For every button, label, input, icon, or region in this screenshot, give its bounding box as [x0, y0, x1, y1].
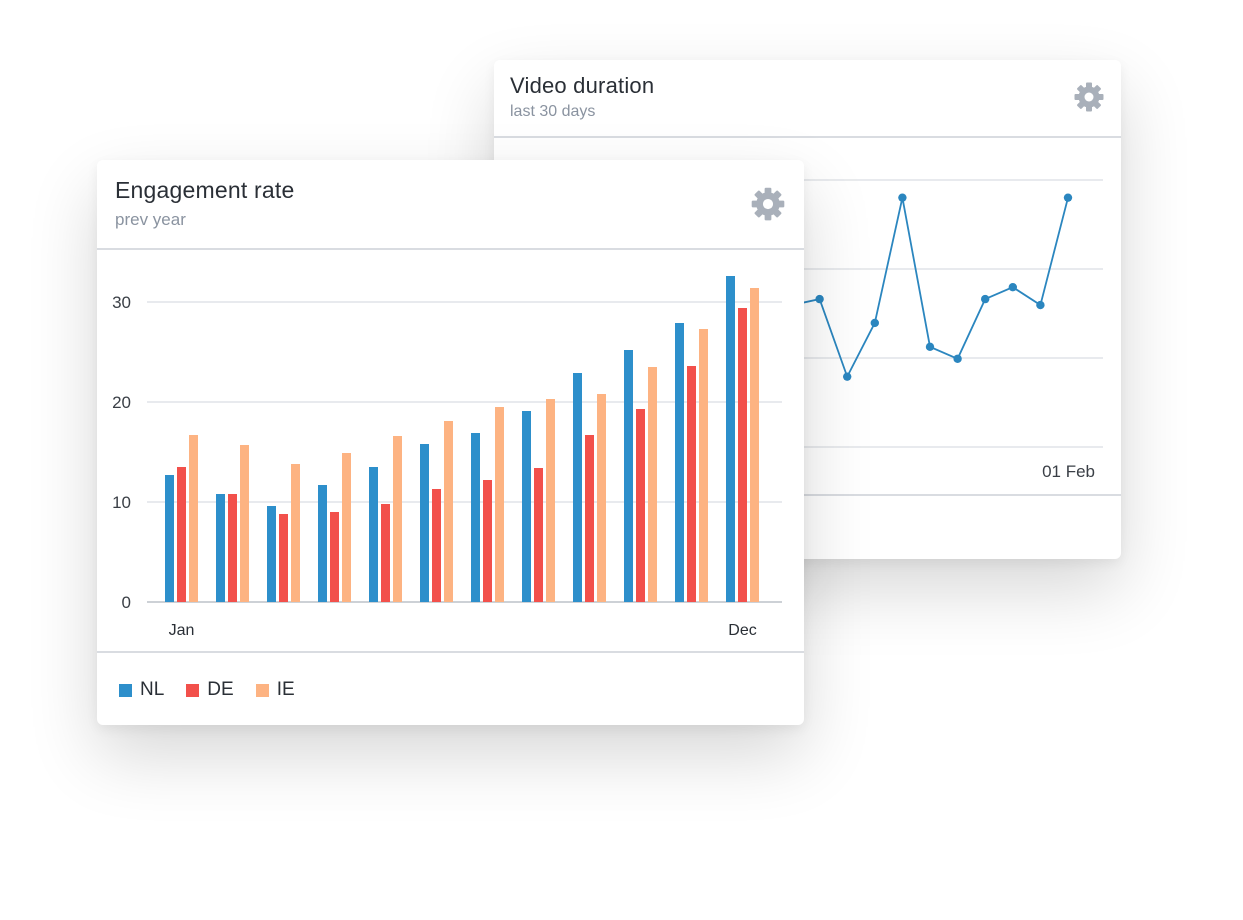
line-point[interactable] — [870, 318, 879, 328]
bar-nl[interactable] — [726, 276, 735, 602]
x-tick-label: Dec — [728, 622, 756, 639]
bar-nl[interactable] — [420, 444, 429, 602]
bar-de[interactable] — [432, 489, 441, 602]
video-duration-subtitle: last 30 days — [510, 103, 596, 120]
bar-de[interactable] — [279, 514, 288, 602]
bar-ie[interactable] — [495, 407, 504, 602]
bar-nl[interactable] — [471, 433, 480, 602]
legend-items: NL DE IE — [119, 679, 317, 702]
bar-de[interactable] — [228, 494, 237, 602]
bar-de[interactable] — [483, 480, 492, 602]
bar-nl[interactable] — [216, 494, 225, 602]
gear-icon[interactable] — [1073, 81, 1105, 113]
legend-swatch — [119, 683, 132, 697]
bar-nl[interactable] — [675, 323, 684, 602]
line-point[interactable] — [1063, 193, 1073, 202]
engagement-rate-header: Engagement rate prev year — [97, 160, 804, 250]
video-duration-footer — [494, 494, 1121, 559]
y-tick-label: 30 — [112, 293, 131, 312]
bar-ie[interactable] — [597, 394, 606, 602]
x-tick-label: Jan — [169, 622, 195, 639]
video-duration-title: Video duration — [510, 73, 655, 98]
line-point[interactable] — [815, 294, 824, 304]
bar-ie[interactable] — [393, 436, 402, 602]
bar-de[interactable] — [534, 468, 543, 602]
legend-swatch — [186, 683, 200, 697]
line-point[interactable] — [843, 372, 852, 381]
bar-ie[interactable] — [648, 367, 657, 602]
bar-de[interactable] — [330, 512, 339, 602]
bar-nl[interactable] — [522, 411, 531, 602]
bar-ie[interactable] — [342, 453, 351, 602]
bar-ie[interactable] — [240, 445, 249, 602]
bar-de[interactable] — [738, 308, 747, 602]
line-point[interactable] — [898, 193, 907, 202]
bar-de[interactable] — [687, 366, 696, 602]
bar-ie[interactable] — [189, 435, 198, 602]
bar-nl[interactable] — [624, 350, 633, 602]
y-tick-label: 10 — [112, 493, 131, 512]
line-point[interactable] — [981, 294, 990, 304]
legend: NL DE IE — [97, 651, 804, 725]
bar-nl[interactable] — [573, 373, 582, 602]
engagement-rate-card: Engagement rate prev year 0 10 20 30 Jan Dec … — [97, 160, 804, 725]
line-point[interactable] — [925, 342, 935, 352]
legend-label: DE — [207, 679, 234, 700]
line-point[interactable] — [953, 354, 962, 363]
video-duration-header: Video duration last 30 days — [494, 60, 1121, 138]
bar-nl[interactable] — [318, 485, 327, 602]
legend-label: IE — [276, 679, 295, 700]
bar-de[interactable] — [585, 435, 594, 602]
y-tick-label: 0 — [122, 593, 131, 612]
bar-nl[interactable] — [165, 475, 174, 602]
bar-nl[interactable] — [267, 506, 276, 602]
bar-de[interactable] — [177, 467, 186, 602]
legend-item-nl[interactable]: NL — [119, 679, 164, 701]
legend-label: NL — [140, 679, 165, 700]
line-gridlines — [794, 179, 1103, 448]
bar-ie[interactable] — [699, 329, 708, 602]
bar-de[interactable] — [636, 409, 645, 602]
bar-ie[interactable] — [291, 464, 300, 602]
legend-swatch — [255, 683, 269, 697]
line-point[interactable] — [1036, 300, 1045, 310]
legend-item-de[interactable]: DE — [186, 679, 234, 701]
bar-ie[interactable] — [750, 288, 759, 602]
engagement-rate-title: Engagement rate — [115, 177, 295, 203]
bar-ie[interactable] — [546, 399, 555, 602]
bar-de[interactable] — [381, 504, 390, 602]
engagement-rate-subtitle: prev year — [115, 210, 186, 229]
legend-item-ie[interactable]: IE — [255, 679, 295, 701]
bar-ie[interactable] — [444, 421, 453, 602]
bars — [165, 276, 759, 602]
bar-nl[interactable] — [369, 467, 378, 602]
engagement-rate-bar-chart: 0 10 20 30 Jan Dec — [112, 276, 782, 639]
line-series — [791, 197, 1069, 379]
y-tick-label: 20 — [112, 393, 131, 412]
gear-icon[interactable] — [750, 186, 786, 222]
x-tick-label: 01 Feb — [1042, 462, 1095, 481]
video-duration-line-chart: 01 Feb — [791, 179, 1103, 481]
line-point[interactable] — [1008, 282, 1017, 292]
